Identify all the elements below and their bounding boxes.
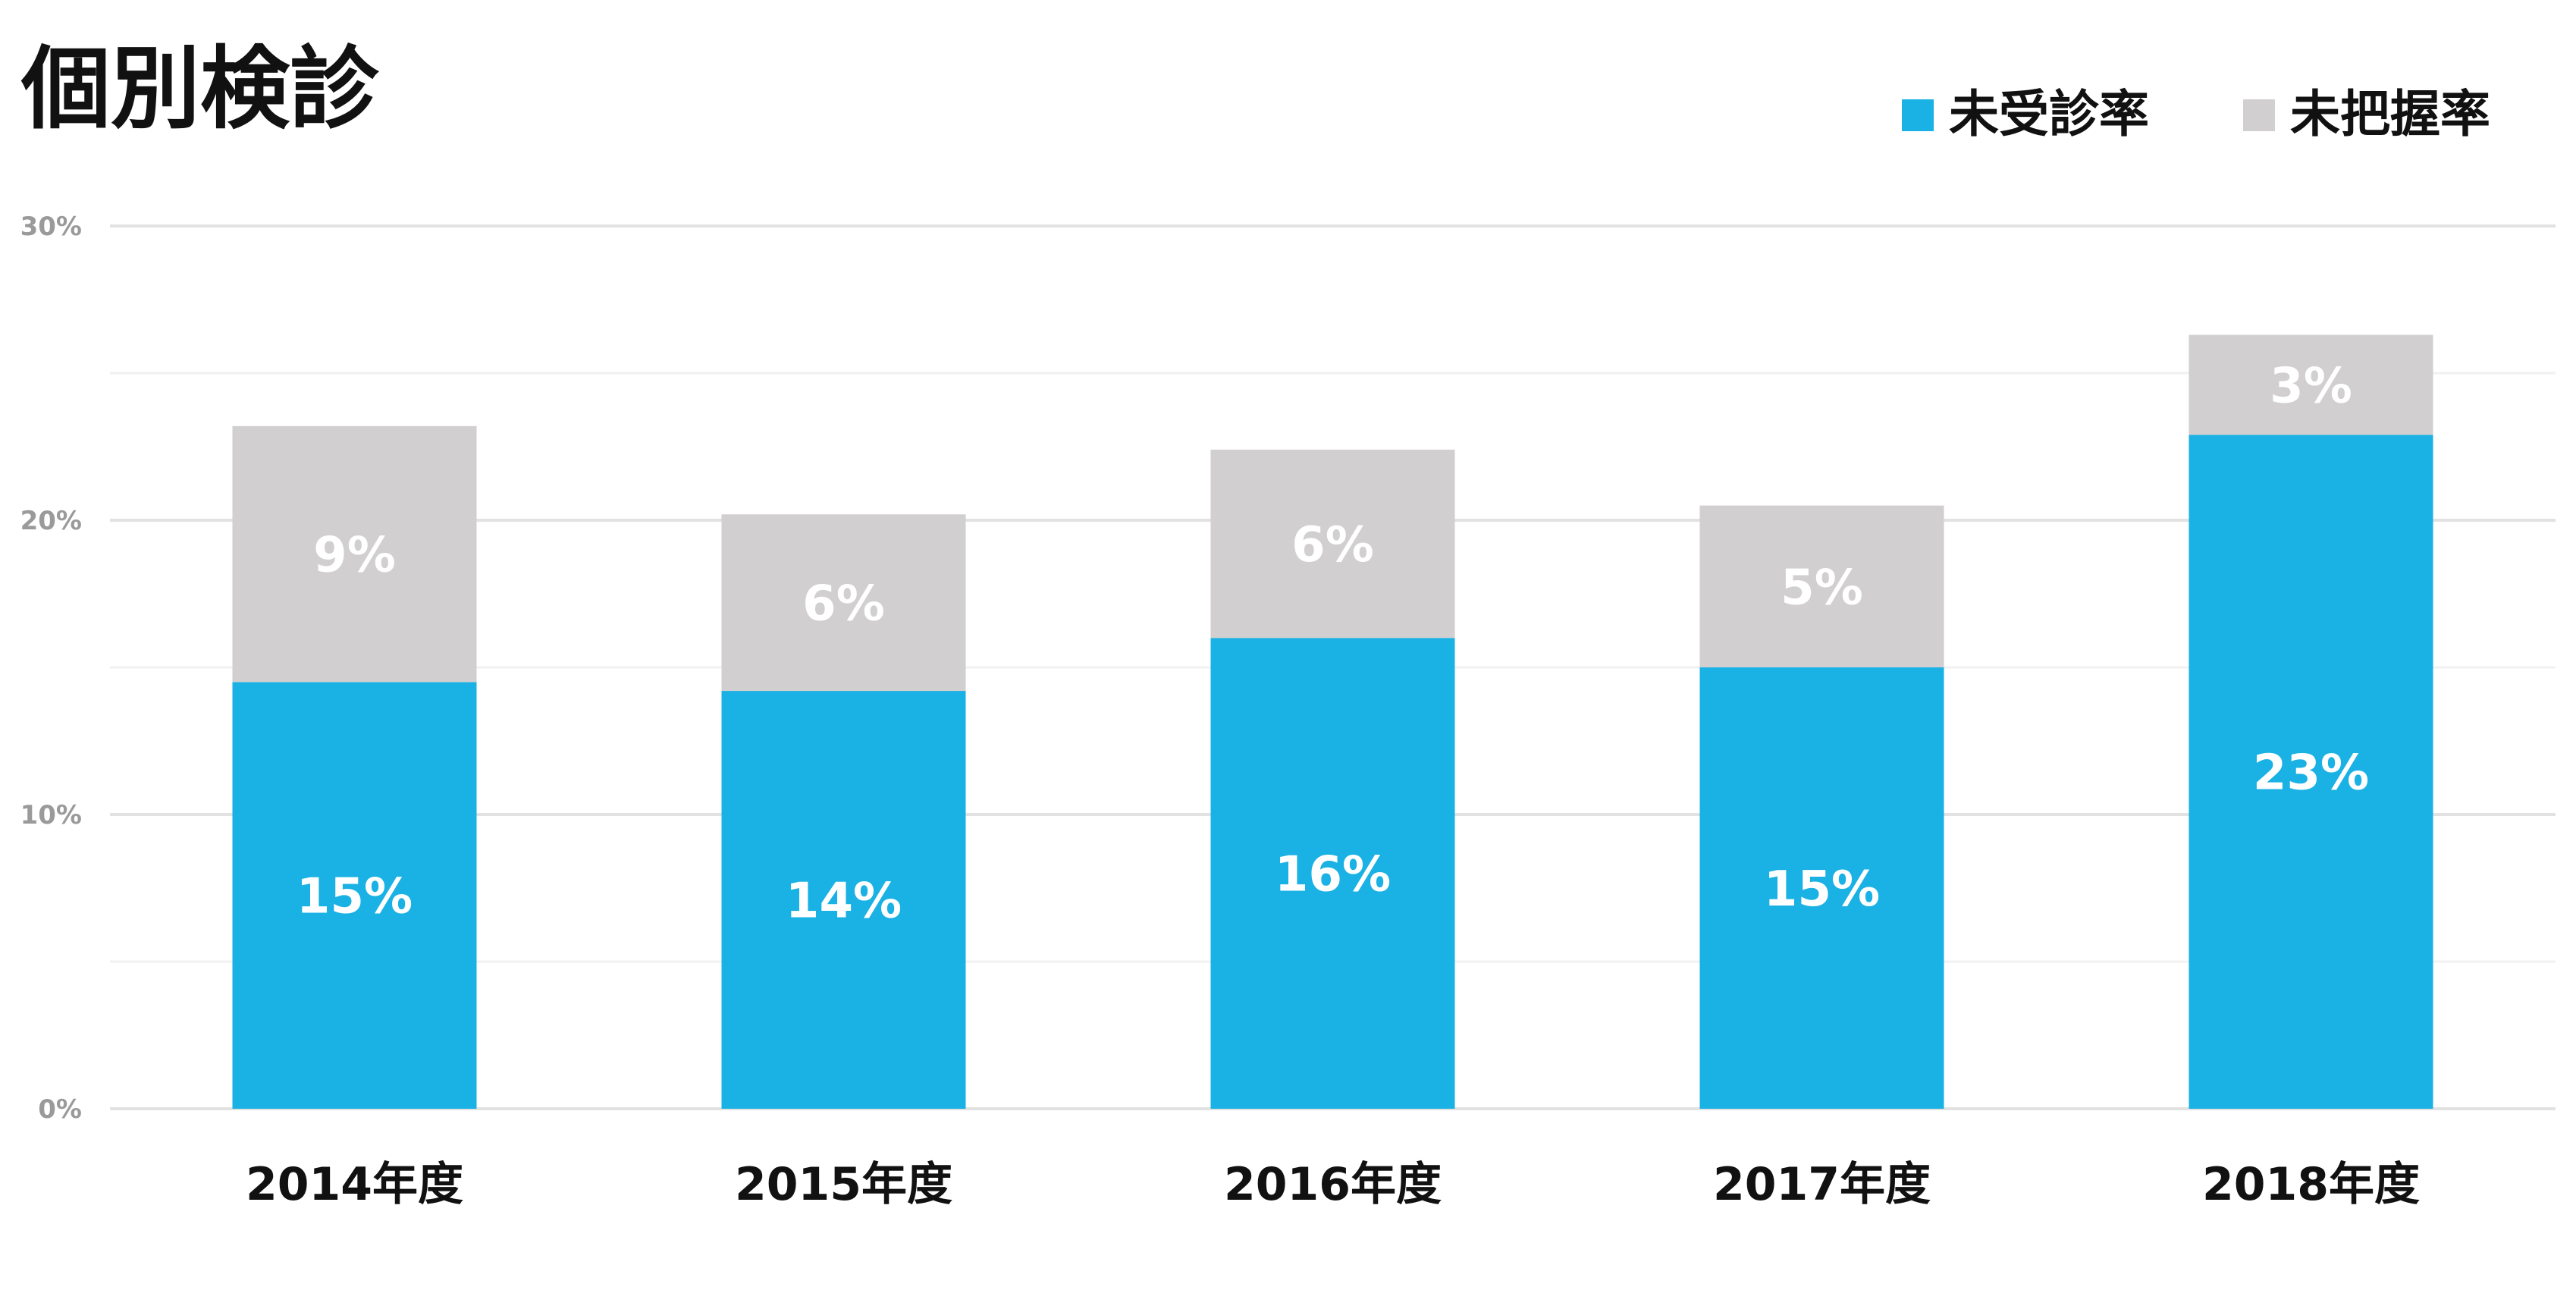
legend-label: 未把握率 bbox=[2290, 85, 2490, 143]
data-label: 15% bbox=[1764, 862, 1880, 918]
x-tick-label: 2014年度 bbox=[246, 1158, 463, 1211]
legend-label: 未受診率 bbox=[1949, 85, 2149, 143]
legend-swatch bbox=[1902, 99, 1934, 131]
data-label: 6% bbox=[1291, 517, 1374, 573]
legend-swatch bbox=[2243, 99, 2275, 131]
data-label: 9% bbox=[313, 528, 396, 584]
bar-segment-unknown bbox=[1210, 449, 1455, 639]
data-label: 3% bbox=[2270, 359, 2352, 415]
data-label: 5% bbox=[1781, 560, 1863, 616]
x-tick-label: 2016年度 bbox=[1224, 1158, 1442, 1211]
legend: 未受診率 未把握率 bbox=[1902, 85, 2490, 143]
bar-segment-unexamined bbox=[1699, 667, 1944, 1109]
bar-segment-unexamined bbox=[721, 691, 966, 1109]
bar-segment-unknown bbox=[721, 514, 966, 692]
chart-title: 個別検診 bbox=[20, 36, 380, 141]
bar-segment-unknown bbox=[2189, 334, 2433, 435]
data-label: 23% bbox=[2253, 745, 2369, 802]
y-tick-label: 10% bbox=[20, 800, 82, 830]
data-label: 6% bbox=[802, 576, 885, 632]
y-tick-label: 20% bbox=[20, 506, 82, 536]
y-tick-label: 30% bbox=[20, 212, 82, 242]
x-tick-label: 2018年度 bbox=[2202, 1158, 2420, 1211]
x-tick-label: 2015年度 bbox=[735, 1158, 952, 1211]
data-label: 15% bbox=[297, 869, 413, 925]
bar-segment-unknown bbox=[1699, 505, 1944, 667]
data-label: 14% bbox=[786, 874, 902, 930]
bars: 15% 9% 14% 6% 16% 6% 15% 5% 23% 3% bbox=[232, 334, 2433, 1109]
bar-segment-unknown bbox=[232, 425, 477, 683]
x-tick-label: 2017年度 bbox=[1713, 1158, 1931, 1211]
y-axis: 0% 10% 20% 30% bbox=[20, 212, 82, 1125]
x-axis: 2014年度 2015年度 2016年度 2017年度 2018年度 bbox=[246, 1158, 2420, 1211]
bar-segment-unexamined bbox=[232, 682, 477, 1109]
y-tick-label: 0% bbox=[38, 1094, 82, 1125]
data-label: 16% bbox=[1275, 847, 1391, 903]
bar-segment-unexamined bbox=[2189, 435, 2433, 1109]
bar-segment-unexamined bbox=[1210, 638, 1455, 1109]
